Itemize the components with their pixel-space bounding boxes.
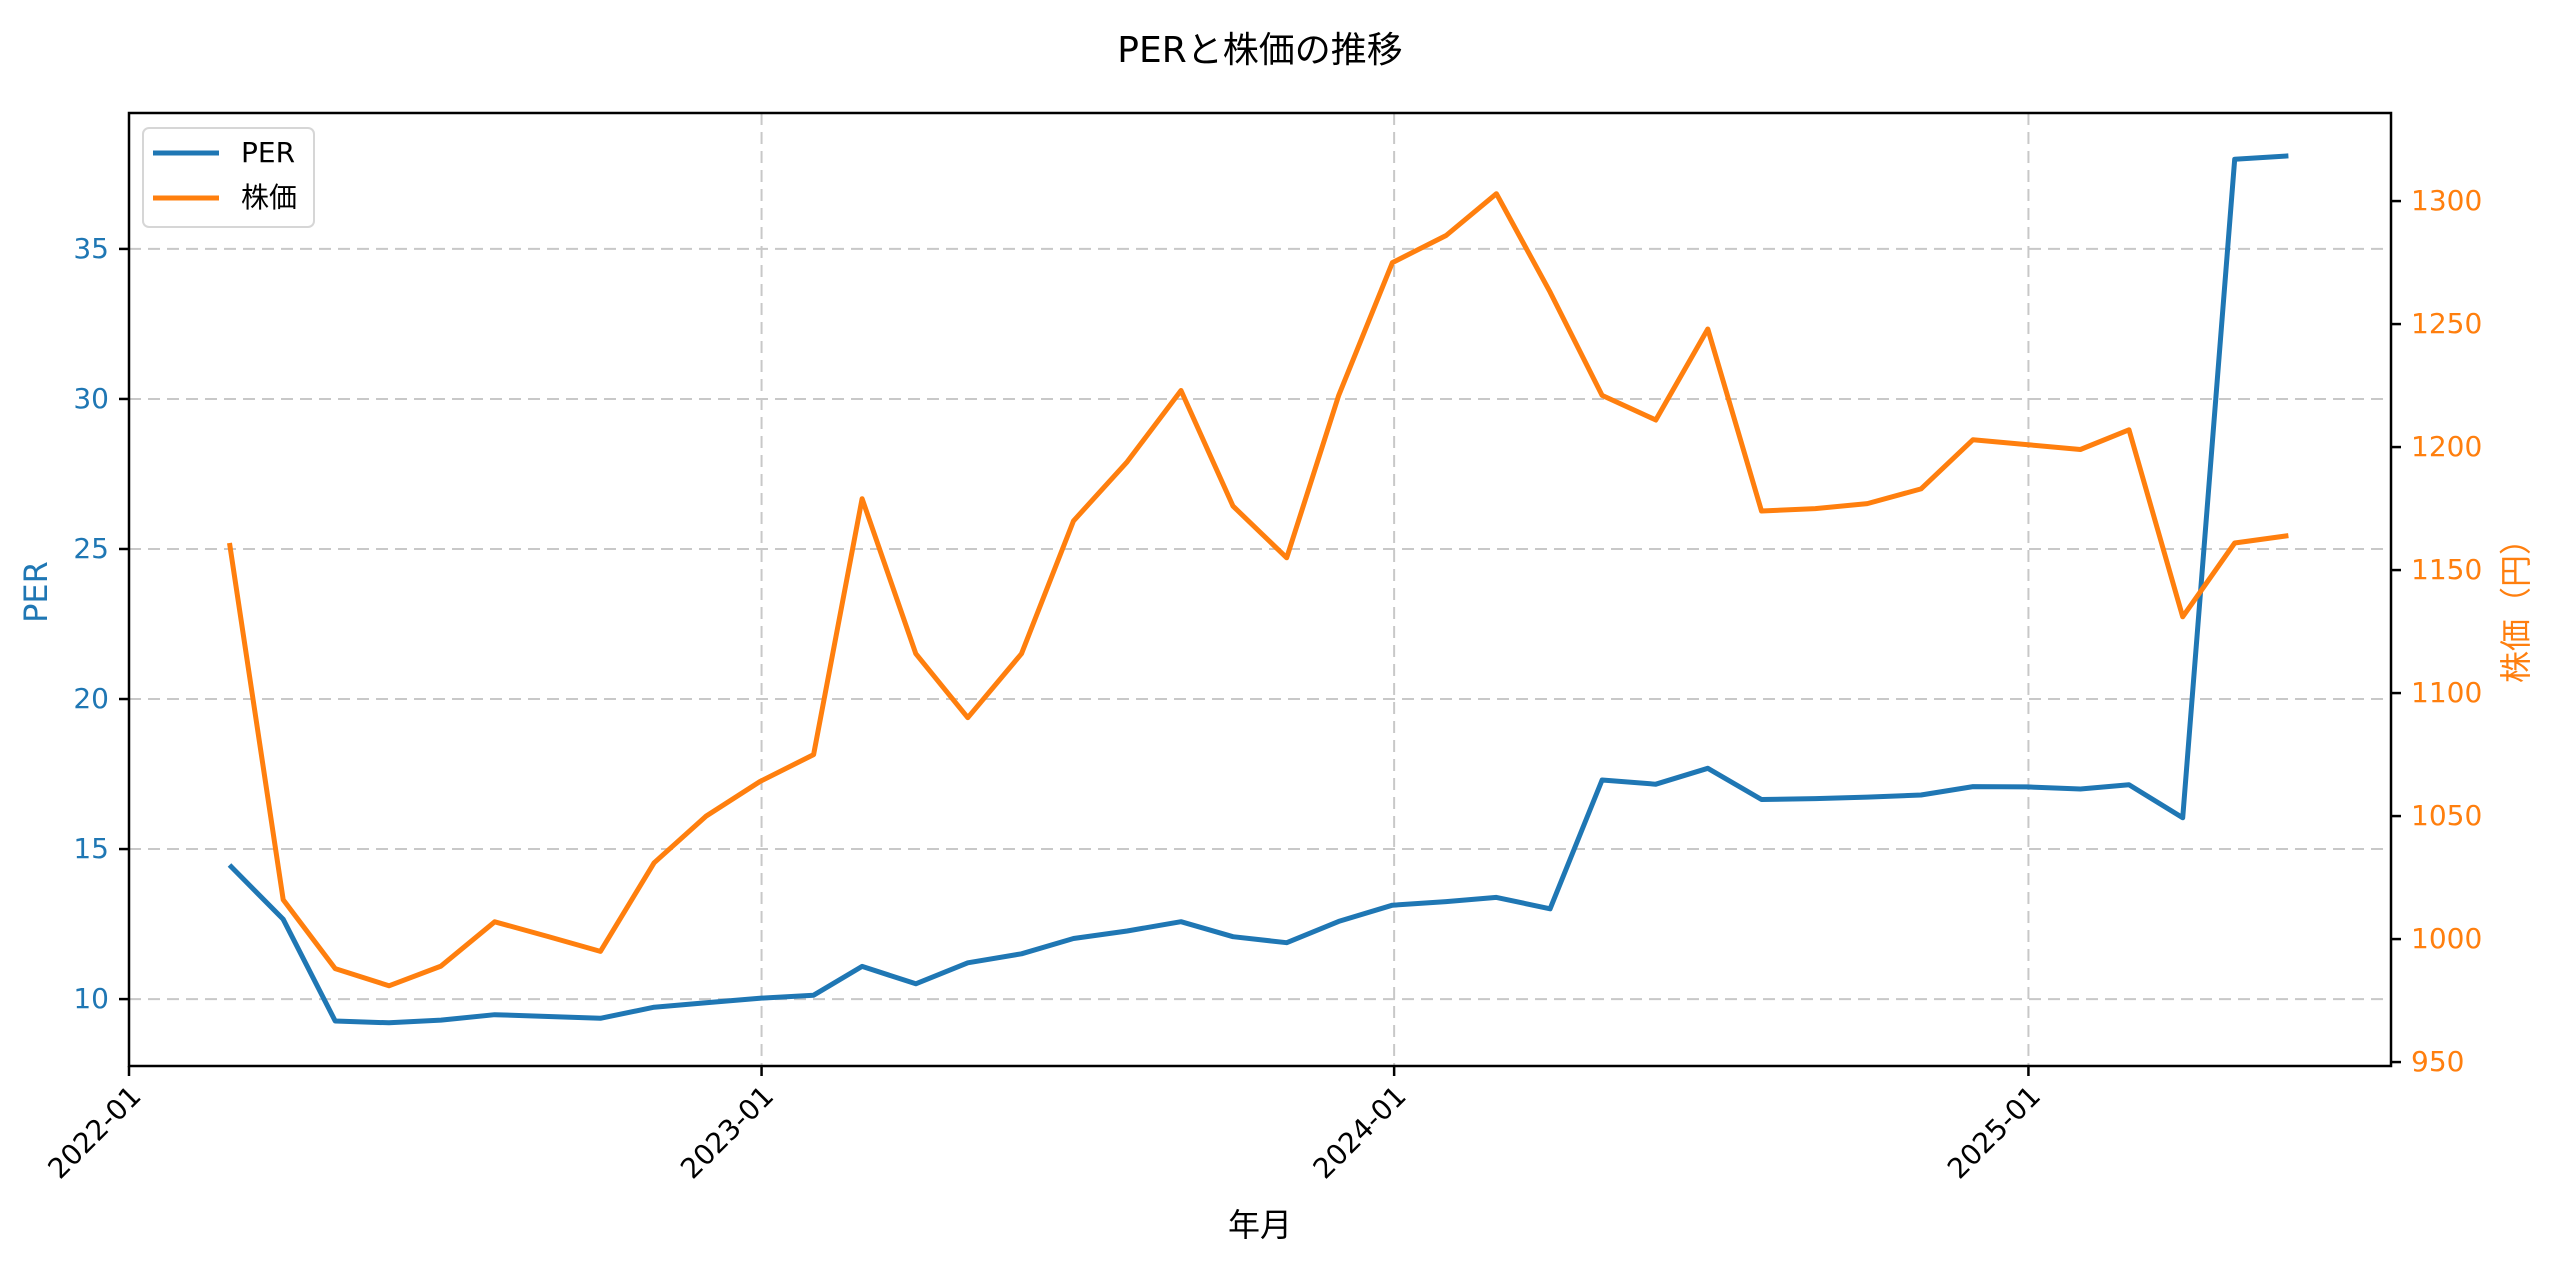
legend-price-label: 株価	[241, 181, 297, 214]
y-left-tick-label: 30	[73, 382, 109, 415]
x-tick-label: 2022-01	[42, 1079, 148, 1185]
x-axis-label: 年月	[1228, 1206, 1292, 1244]
y-axis-right: 950 1000 1050 1100 1150 1200 1250 1300	[2391, 184, 2482, 1078]
y-left-tick-label: 25	[73, 532, 109, 565]
legend-per-label: PER	[241, 136, 295, 169]
y-right-tick-label: 1100	[2411, 676, 2482, 709]
y-right-tick-label: 1200	[2411, 430, 2482, 463]
y-right-tick-label: 1250	[2411, 307, 2482, 340]
y-left-tick-label: 15	[73, 832, 109, 865]
axes-frame	[127, 111, 2393, 1068]
y-left-tick-label: 20	[73, 682, 109, 715]
y-left-tick-label: 10	[73, 982, 109, 1015]
y-axis-left: 10 15 20 25 30 35	[73, 232, 129, 1015]
y-right-tick-label: 1300	[2411, 184, 2482, 217]
price-line	[227, 191, 2289, 989]
x-axis: 2022-01 2023-01 2024-01 2025-01	[42, 1066, 2047, 1185]
y-axis-left-label: PER	[17, 561, 55, 623]
y-right-tick-label: 1050	[2411, 799, 2482, 832]
y-right-tick-label: 1000	[2411, 922, 2482, 955]
chart-title: PERと株価の推移	[1117, 30, 1402, 71]
y-axis-right-label: 株価（円）	[2497, 523, 2535, 683]
y-left-tick-label: 35	[73, 232, 109, 265]
y-right-tick-label: 1150	[2411, 553, 2482, 586]
x-tick-label: 2025-01	[1941, 1079, 2047, 1185]
gridlines	[129, 113, 2391, 1066]
y-right-tick-label: 950	[2411, 1045, 2464, 1078]
plot-area	[227, 153, 2289, 1026]
x-tick-label: 2023-01	[674, 1079, 780, 1185]
per-line	[227, 153, 2289, 1026]
legend: PER 株価	[142, 127, 315, 228]
x-tick-label: 2024-01	[1307, 1079, 1413, 1185]
